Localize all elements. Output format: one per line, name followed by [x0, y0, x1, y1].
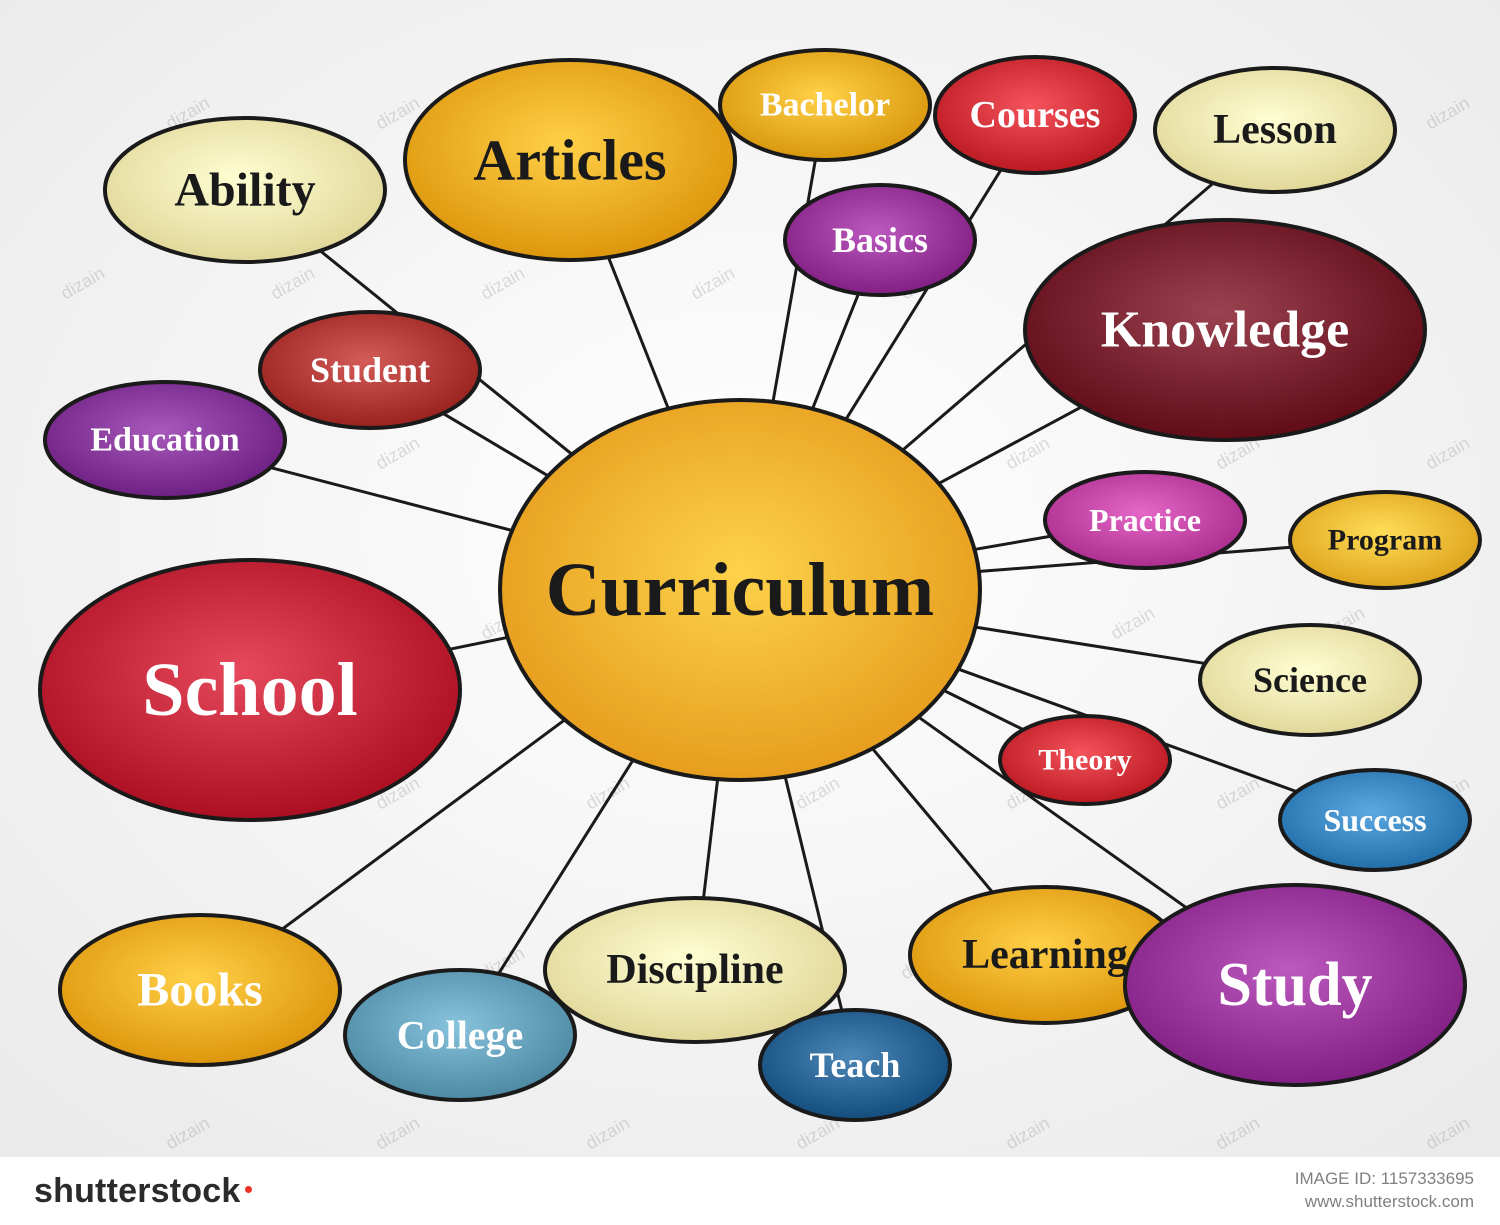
node-books: Books: [60, 915, 340, 1065]
node-success: Success: [1280, 770, 1470, 870]
node-label-articles: Articles: [473, 128, 666, 193]
node-label-science: Science: [1253, 660, 1367, 700]
node-education: Education: [45, 382, 285, 498]
brand-dot-icon: [245, 1186, 252, 1193]
node-center: Curriculum: [500, 400, 980, 780]
node-label-basics: Basics: [832, 220, 928, 260]
node-articles: Articles: [405, 60, 735, 260]
node-label-center: Curriculum: [546, 548, 934, 632]
node-basics: Basics: [785, 185, 975, 295]
node-bachelor: Bachelor: [720, 50, 930, 160]
node-label-school: School: [142, 648, 357, 732]
node-label-knowledge: Knowledge: [1101, 302, 1349, 359]
site-line: www.shutterstock.com: [1295, 1191, 1474, 1214]
node-study: Study: [1125, 885, 1465, 1085]
node-teach: Teach: [760, 1010, 950, 1120]
node-courses: Courses: [935, 57, 1135, 173]
node-label-lesson: Lesson: [1213, 107, 1337, 153]
node-label-study: Study: [1217, 951, 1372, 1019]
node-college: College: [345, 970, 575, 1100]
brand-logo: shutterstock: [34, 1172, 254, 1211]
node-theory: Theory: [1000, 716, 1170, 804]
node-student: Student: [260, 312, 480, 428]
mindmap-svg: dizaindizaindizaindizaindizaindizaindiza…: [0, 0, 1500, 1225]
node-label-success: Success: [1323, 802, 1426, 838]
node-practice: Practice: [1045, 472, 1245, 568]
node-label-discipline: Discipline: [606, 947, 783, 993]
node-label-courses: Courses: [970, 94, 1101, 136]
node-label-college: College: [397, 1013, 524, 1058]
node-label-student: Student: [310, 350, 430, 390]
node-science: Science: [1200, 625, 1420, 735]
node-label-program: Program: [1328, 524, 1442, 557]
node-label-practice: Practice: [1089, 502, 1201, 538]
brand-text: shutterstock: [34, 1172, 240, 1211]
node-label-teach: Teach: [810, 1045, 901, 1085]
node-label-learning: Learning: [962, 932, 1128, 978]
node-label-books: Books: [137, 964, 262, 1017]
node-school: School: [40, 560, 460, 820]
node-label-ability: Ability: [174, 164, 315, 217]
footer-meta: IMAGE ID: 1157333695 www.shutterstock.co…: [1295, 1168, 1474, 1214]
node-ability: Ability: [105, 118, 385, 262]
stock-footer: shutterstock IMAGE ID: 1157333695 www.sh…: [0, 1157, 1500, 1225]
node-label-theory: Theory: [1038, 744, 1131, 777]
image-id-line: IMAGE ID: 1157333695: [1295, 1168, 1474, 1191]
node-program: Program: [1290, 492, 1480, 588]
node-label-bachelor: Bachelor: [760, 87, 890, 124]
node-label-education: Education: [90, 422, 239, 459]
mindmap-stage: dizaindizaindizaindizaindizaindizaindiza…: [0, 0, 1500, 1225]
node-knowledge: Knowledge: [1025, 220, 1425, 440]
node-lesson: Lesson: [1155, 68, 1395, 192]
